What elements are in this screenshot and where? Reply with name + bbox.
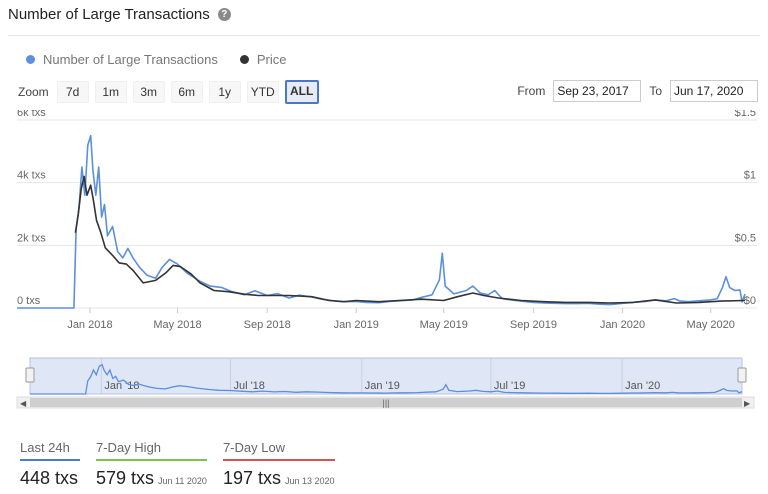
date-range: From To [517,80,758,102]
x-tick-label: Sep 2019 [510,319,557,331]
legend-item-transactions[interactable]: Number of Large Transactions [26,52,218,67]
stat-value-7day-high: 579 txs Jun 11 2020 [96,468,207,489]
to-date-input[interactable] [670,80,758,102]
stat-number-7day-high: 579 txs [96,468,155,488]
navigator-line [30,363,743,395]
zoom-button-1y[interactable]: 1y [208,81,241,103]
legend-label-price: Price [256,52,287,67]
stats-panel: Last 24h 448 txs 7-Day High 579 txs Jun 1… [20,440,335,489]
header-divider [8,35,760,36]
y-left-tick-label: 4k txs [17,170,46,182]
from-label: From [517,84,546,98]
navigator-tick-label: Jan '18 [104,380,139,392]
y-left-tick-label: 2k txs [17,232,46,244]
stat-label-last-24h: Last 24h [20,440,80,461]
scroll-right-arrow-icon[interactable]: ▶ [744,399,751,408]
y-right-tick-label: $1.5 [735,110,756,119]
chart-title-text: Number of Large Transactions [8,6,210,23]
x-tick-label: Jan 2020 [600,319,645,331]
navigator-tick-label: Jan '20 [625,380,660,392]
x-tick-label: Jan 2019 [334,319,379,331]
navigator-selection [29,357,743,395]
zoom-button-7d[interactable]: 7d [56,81,89,103]
zoom-button-all[interactable]: ALL [284,80,319,104]
navigator-tick-label: Jul '19 [494,380,525,392]
legend-label-transactions: Number of Large Transactions [43,52,218,67]
stat-date-7day-low: Jun 13 2020 [284,476,335,486]
scrollbar-grip-icon: ||| [382,398,389,408]
stat-7day-low: 7-Day Low 197 txs Jun 13 2020 [222,440,335,489]
navigator: Jan '18 Jul '18 Jan '19 Jul '19 Jan '20 ◀ ▶ ||| [16,357,755,409]
zoom-label: Zoom [18,85,49,99]
y-right-tick-label: $1 [744,170,756,182]
x-tick-label: May 2019 [420,319,468,331]
zoom-button-3m[interactable]: 3m [132,81,165,103]
legend-item-price[interactable]: Price [239,52,287,67]
y-right-tick-label: $0 [744,295,756,307]
x-tick-label: May 2018 [153,319,201,331]
series-group [17,134,746,309]
scroll-left-arrow-icon[interactable]: ◀ [20,399,27,408]
stat-value-last-24h: 448 txs [20,468,80,489]
series-line-price [74,175,746,304]
zoom-button-1m[interactable]: 1m [94,81,127,103]
stat-label-7day-high: 7-Day High [96,440,207,461]
navigator-tick-label: Jan '19 [365,380,400,392]
zoom-button-ytd[interactable]: YTD [246,81,279,103]
stat-number-last-24h: 448 txs [20,468,79,488]
x-axis: Jan 2018 May 2018 Sep 2018 Jan 2019 May 2019… [67,308,735,331]
legend-dot-transactions [26,55,35,64]
x-tick-label: May 2020 [687,319,735,331]
stat-number-7day-low: 197 txs [222,468,281,488]
stat-7day-high: 7-Day High 579 txs Jun 11 2020 [96,440,207,489]
chart-area: 6k txs 4k txs 2k txs 0 txs $1.5 $1 $0.5 $0 Jan… [16,110,757,409]
series-line-transactions [17,134,746,309]
stat-last-24h: Last 24h 448 txs [20,440,80,489]
legend-dot-price [239,55,249,64]
stat-label-7day-low: 7-Day Low [222,440,335,461]
x-tick-label: Jan 2018 [67,319,112,331]
stat-value-7day-low: 197 txs Jun 13 2020 [223,468,335,489]
navigator-tick-label: Jul '18 [233,380,264,392]
grid-lines [17,119,757,309]
y-right-tick-label: $0.5 [735,232,756,244]
help-icon[interactable]: ? [217,8,231,21]
zoom-controls: Zoom 7d 1m 3m 6m 1y YTD ALL [18,80,319,104]
y-axis-right: $1.5 $1 $0.5 $0 [735,110,756,307]
y-left-tick-label: 6k txs [17,110,46,119]
navigator-handle-left[interactable] [25,367,35,383]
scrollbar-thumb[interactable] [30,398,742,407]
navigator-handle-right[interactable] [737,367,747,383]
zoom-button-6m[interactable]: 6m [170,81,203,103]
from-date-input[interactable] [553,80,642,102]
y-left-tick-label: 0 txs [17,295,41,307]
legend: Number of Large Transactions Price [26,52,287,67]
to-label: To [649,84,662,98]
x-tick-label: Sep 2018 [244,319,291,331]
y-axis-left: 6k txs 4k txs 2k txs 0 txs [17,110,46,307]
chart-title: Number of Large Transactions ? [8,6,231,23]
stat-date-7day-high: Jun 11 2020 [158,476,207,486]
